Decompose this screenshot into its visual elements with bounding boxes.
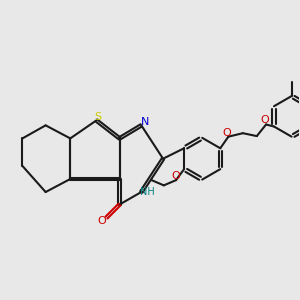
- Text: S: S: [94, 112, 101, 122]
- Text: O: O: [223, 128, 231, 138]
- Text: NH: NH: [140, 187, 155, 197]
- Text: N: N: [141, 118, 149, 128]
- Text: O: O: [260, 116, 269, 125]
- Text: O: O: [98, 216, 106, 226]
- Text: O: O: [172, 170, 180, 181]
